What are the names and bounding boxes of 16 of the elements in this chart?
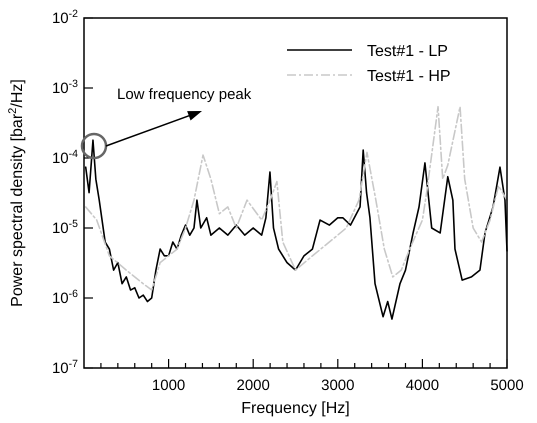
legend-label: Test#1 - HP xyxy=(367,68,451,85)
x-tick-label: 4000 xyxy=(406,377,440,394)
x-axis-title: Frequency [Hz] xyxy=(241,400,350,417)
x-tick-label: 1000 xyxy=(152,377,186,394)
legend-label: Test#1 - LP xyxy=(367,43,448,60)
y-tick-label: 10$^{-7}$ xyxy=(52,358,78,377)
annotation: Low frequency peak xyxy=(117,86,252,103)
x-tick-label: 3000 xyxy=(321,377,354,394)
line-series xyxy=(84,106,508,291)
x-tick-label: 2000 xyxy=(236,377,270,394)
y-tick-label: 10$^{-3}$ xyxy=(52,78,78,97)
y-tick-label: 10$^{-6}$ xyxy=(52,288,78,307)
y-tick-label: 10$^{-4}$ xyxy=(52,148,78,167)
y-tick-label: 10$^{-2}$ xyxy=(52,8,78,27)
y-tick-label: 10$^{-5}$ xyxy=(52,218,78,237)
x-tick-label: 5000 xyxy=(490,377,524,394)
